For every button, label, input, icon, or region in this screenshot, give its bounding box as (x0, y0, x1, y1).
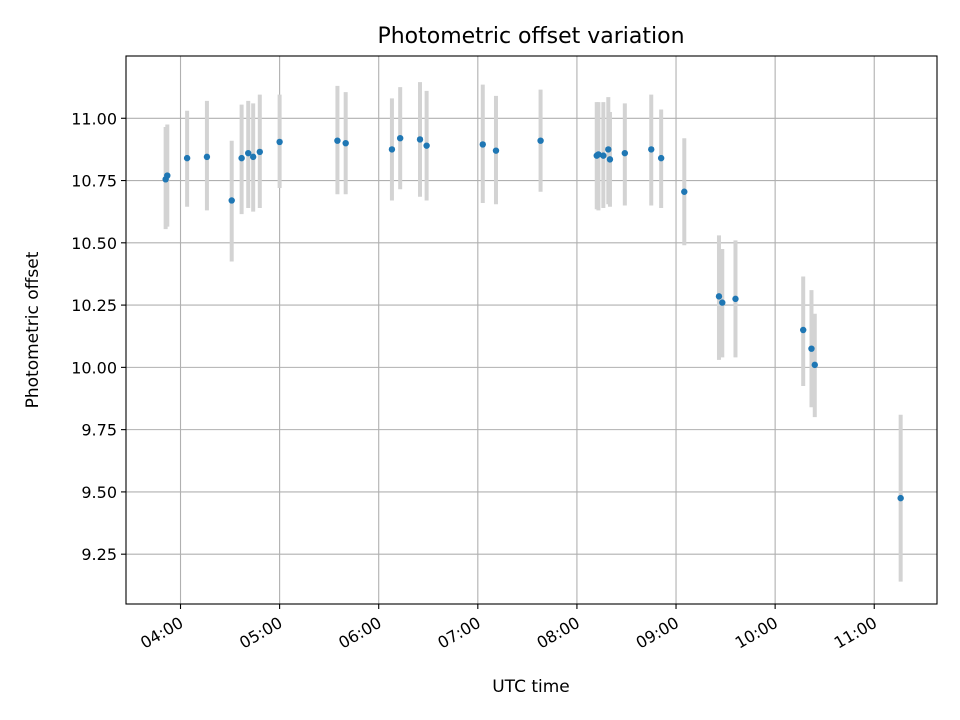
y-tick-label: 9.50 (81, 483, 117, 502)
y-tick-label: 10.75 (71, 172, 117, 191)
data-point (715, 293, 723, 300)
data-point (256, 148, 263, 156)
y-tick-label: 11.00 (71, 109, 117, 128)
data-points (162, 135, 904, 502)
x-axis-ticks: 04:00 05:00 06:00 07:00 08:00 09:00 10:00 11:00 (137, 604, 880, 653)
data-point (164, 172, 171, 179)
data-point (396, 135, 404, 142)
data-point (605, 146, 612, 153)
plot-frame (125, 55, 938, 605)
x-tick-label: 10:00 (732, 613, 781, 653)
x-tick-label: 09:00 (633, 613, 682, 653)
data-point (595, 151, 602, 158)
data-point (800, 326, 807, 334)
data-point (600, 152, 607, 159)
chart-title: Photometric offset variation (377, 24, 684, 49)
data-point (657, 154, 665, 162)
y-tick-label: 10.25 (71, 296, 117, 315)
data-point (203, 153, 211, 161)
y-tick-label: 9.75 (81, 421, 117, 440)
error-bars (163, 82, 903, 582)
y-tick-label: 10.00 (71, 358, 117, 377)
y-axis-ticks: 9.25 9.50 9.75 10.00 10.25 10.50 10.75 11.00 (71, 109, 126, 564)
data-point (388, 146, 396, 153)
data-point (276, 138, 283, 146)
data-point (342, 139, 349, 147)
data-point (537, 137, 544, 144)
y-tick-label: 10.50 (71, 234, 117, 253)
x-tick-label: 06:00 (335, 613, 384, 653)
data-point (897, 494, 904, 502)
data-point (606, 156, 614, 163)
data-point (719, 299, 726, 306)
y-tick-label: 9.25 (81, 545, 117, 564)
x-tick-label: 05:00 (236, 613, 285, 653)
data-point (681, 188, 688, 195)
data-point (183, 154, 191, 162)
data-point (811, 361, 818, 369)
data-point (492, 147, 500, 154)
data-point (416, 136, 424, 143)
data-point (228, 197, 235, 204)
data-point (808, 345, 815, 352)
data-point (423, 142, 430, 149)
data-point (334, 137, 341, 144)
data-point (249, 153, 257, 161)
data-point (245, 149, 252, 157)
data-point (648, 146, 655, 153)
x-tick-label: 04:00 (137, 613, 186, 653)
x-axis-label: UTC time (492, 677, 570, 697)
x-tick-label: 08:00 (533, 613, 582, 653)
x-tick-label: 07:00 (434, 613, 483, 653)
data-point (479, 141, 486, 148)
data-point (732, 295, 739, 303)
data-point (621, 149, 629, 157)
x-tick-label: 11:00 (831, 613, 880, 653)
y-axis-label: Photometric offset (23, 251, 43, 408)
data-point (238, 154, 245, 162)
